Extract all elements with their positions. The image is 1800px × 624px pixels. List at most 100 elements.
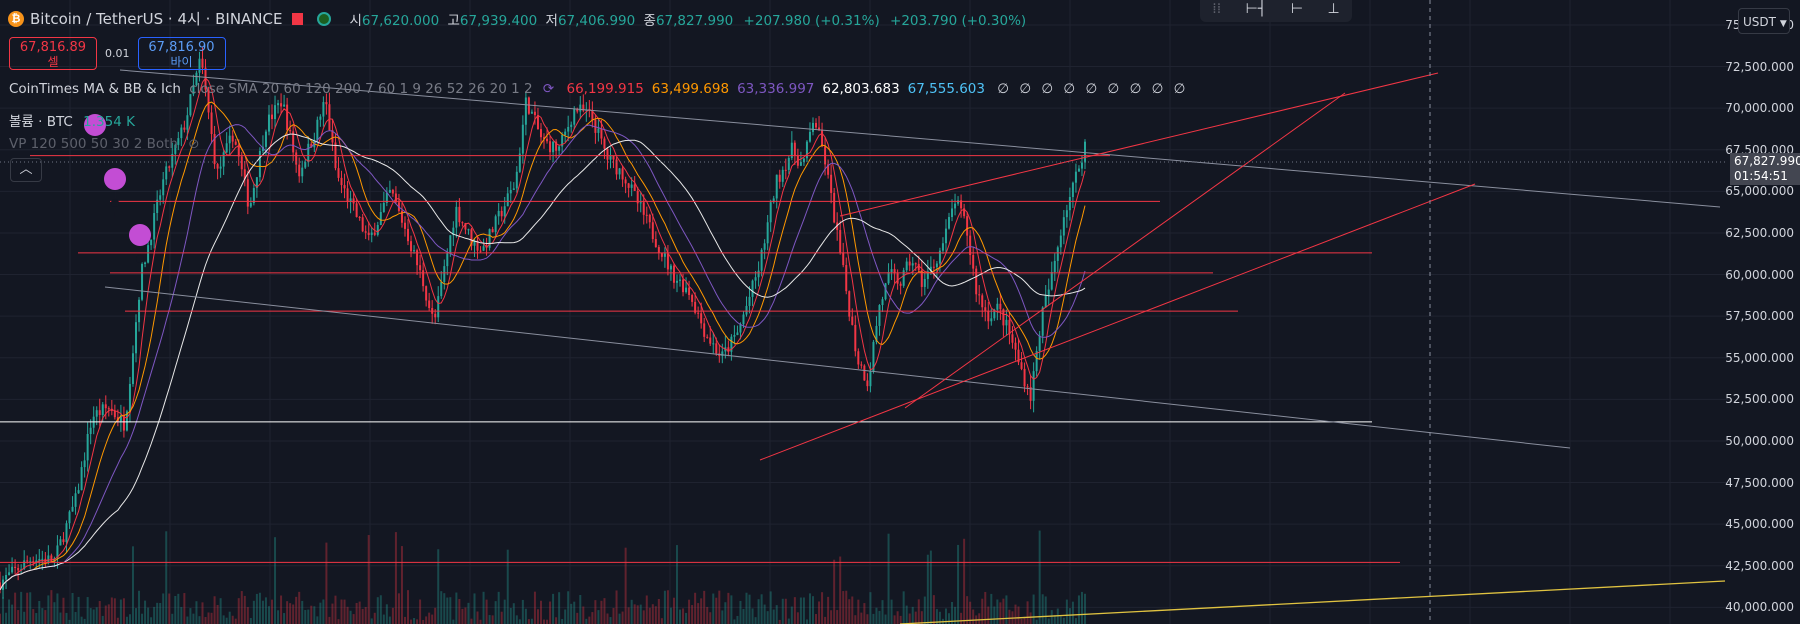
candle-body [225,143,228,153]
volume-bar [29,592,32,624]
volume-bar [11,604,14,624]
candle-body [552,141,555,153]
volume-bar [292,604,295,624]
candle-body [666,253,669,270]
volume-bar [234,618,237,624]
price-tick-label: 47,500.000 [1725,475,1794,490]
volume-bar [274,537,277,624]
volume-bar [721,610,724,624]
volume-bar [32,609,35,624]
volume-bar [198,616,201,624]
volume-bar [464,607,467,624]
candle-body [416,250,419,266]
candle-body [878,305,881,326]
candle-body [769,202,772,223]
candle-body [186,115,189,130]
volume-bar [283,613,286,624]
candle-body [536,115,539,130]
volume-bar [890,599,893,624]
candle-body [437,296,440,318]
volume-bar [313,606,316,624]
buy-button[interactable]: 67,816.90 바이 [137,37,226,70]
volume-bar [382,614,385,624]
ma-indicator-legend[interactable]: CoinTimes MA & BB & Ich close SMA 20 60 … [9,81,1188,97]
refresh-icon[interactable]: ⟳ [542,81,555,97]
candle-body [591,110,594,120]
volume-bar [854,615,857,624]
candle-body [252,188,255,204]
currency-select[interactable]: USDT ▼ [1738,8,1790,34]
candle-body [59,539,62,546]
candle-body [470,229,473,246]
candle-body [346,188,349,202]
volume-bar [893,615,896,624]
candle-body [165,166,168,180]
short-position-icon[interactable]: ⊢ [1290,1,1304,17]
candle-body [875,325,878,342]
candle-body [497,210,500,217]
volume-bar [549,601,552,624]
volume-indicator-legend[interactable]: 볼륨 · BTC 1.354 K [9,110,135,130]
alert-markers[interactable] [84,114,152,275]
collapse-legend-button[interactable]: ︿ [10,158,42,182]
candle-body [180,127,183,139]
volume-bar [162,593,165,624]
price-tick-label: 40,000.000 [1725,600,1794,615]
candle-body [53,558,56,562]
volume-bar [509,607,512,624]
volume-bar [1017,606,1020,624]
long-position-icon[interactable]: ⊢┤ [1245,1,1267,17]
volume-bar [576,612,579,624]
volume-bar [1014,604,1017,624]
symbol-title[interactable]: Bitcoin / TetherUS · 4시 · BINANCE [30,10,283,28]
candle-body [1002,309,1005,326]
candle-body [234,141,237,145]
candle-body [639,202,642,204]
candle-body [177,138,180,145]
candle-body [277,103,280,106]
volume-bar [479,619,482,624]
candle-body [990,318,993,322]
candle-body [579,104,582,112]
candle-body [651,222,654,240]
candle-body [128,383,131,412]
candle-body [1017,349,1020,363]
candle-body [237,144,240,157]
volume-bar [249,618,252,624]
volume-bar [122,598,125,624]
floating-toolbar[interactable]: ⁞⁞ ⊢┤ ⊢ ⊥ [1200,0,1352,22]
candle-body [1050,272,1053,290]
volume-bar [286,601,289,624]
volume-bar [325,542,328,624]
volume-bar [766,611,769,624]
candle-body [174,144,177,154]
volume-bar [204,616,207,624]
candle-body [307,143,310,163]
ma-line-short [0,77,1086,591]
volume-bar [742,608,745,624]
sell-button[interactable]: 67,816.89 셀 [9,37,97,70]
volume-bar [579,594,582,624]
flag-icon[interactable] [292,12,304,25]
volume-bar [802,597,805,624]
volume-bar [95,607,98,624]
candle-body [1005,319,1008,326]
candle-body [527,97,530,114]
hidden-eye-icon[interactable]: ⊘ [188,136,200,152]
vp-indicator-legend[interactable]: VP 120 500 50 30 2 Both ⊘ [9,136,200,152]
volume-bar [131,546,134,624]
volume-bar [255,593,258,624]
volume-bar [875,607,878,624]
volume-bar [1035,619,1038,624]
candle-body [343,185,346,189]
volume-bar [521,599,524,624]
volume-bar [416,619,419,624]
drag-handle-icon[interactable]: ⁞⁞ [1212,1,1222,17]
candle-body [896,273,899,284]
price-range-icon[interactable]: ⊥ [1327,1,1340,17]
volume-bar [666,590,669,624]
price-axis[interactable]: 40,000.000 42,500.000 45,000.000 47,500.000… [1725,0,1800,624]
volume-bar [44,610,47,624]
candle-body [715,343,718,354]
